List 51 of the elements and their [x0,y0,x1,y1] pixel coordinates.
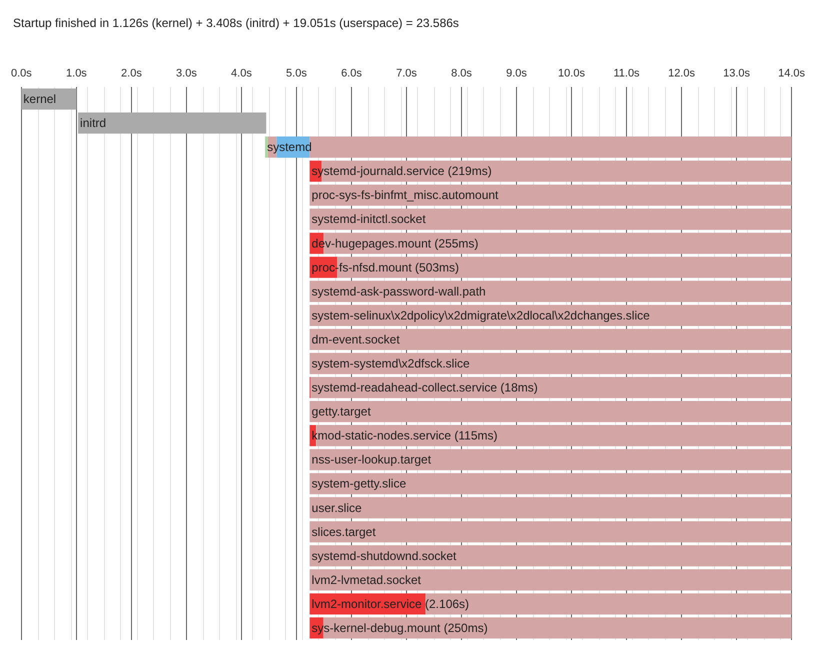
bar [310,497,792,518]
x-tick-label: 6.0s [341,68,362,80]
bar [310,376,792,398]
y-tick-label: system-systemd\x2dfsck.slice [312,356,470,370]
y-tick-label: dm-event.socket [312,332,400,346]
x-tick-label: 14.0s [778,68,806,80]
bar [265,136,268,158]
y-tick-label: lvm2-lvmetad.socket [312,572,422,587]
bar [310,352,792,374]
bar [310,473,792,494]
bar [78,112,266,134]
y-tick-label: lvm2-monitor.service (2.106s) [312,596,470,611]
y-tick-label: nss-user-lookup.target [312,452,432,467]
bar [310,208,792,230]
y-tick-label: systemd-readahead-collect.service (18ms) [312,380,538,395]
y-tick-label: system-getty.slice [312,476,406,491]
bar [310,569,792,590]
bar [310,136,792,158]
y-tick-label: system-selinux\x2dpolicy\x2dmigrate\x2dlocal\x2dchanges.slice [312,308,650,322]
bar [426,593,792,615]
y-tick-label: kernel [23,92,56,106]
y-tick-label: user.slice [312,500,362,515]
x-tick-label: 13.0s [723,68,750,80]
y-tick-label: slices.target [312,524,376,539]
bar [310,280,792,302]
x-tick-label: 9.0s [506,68,528,80]
x-tick-label: 4.0s [231,68,252,80]
chart-title: Startup finished in 1.126s (kernel) + 3.408s (initrd) + 19.051s (userspace) = 23.586s [13,16,459,30]
y-tick-label: proc-sys-fs-binfmt_misc.automount [312,188,500,202]
x-tick-label: 5.0s [286,68,308,80]
x-tick-label: 11.0s [613,68,640,80]
bar [310,328,792,350]
x-tick-label: 8.0s [451,68,472,80]
x-tick-label: 0.0s [10,68,32,80]
y-tick-label: systemd-ask-password-wall.path [312,284,486,298]
x-tick-label: 12.0s [668,68,696,80]
y-tick-label: systemd [267,140,312,154]
x-tick-label: 10.0s [558,68,586,80]
bar [310,184,792,206]
y-tick-label: systemd-shutdownd.socket [312,548,458,563]
y-tick-label: initrd [80,116,106,130]
y-tick-label: getty.target [312,404,372,419]
bar [310,545,792,566]
bar [310,449,792,470]
bar [310,521,792,542]
x-tick-label: 1.0s [66,68,88,80]
x-tick-label: 7.0s [396,68,418,80]
y-tick-label: systemd-initctl.socket [312,212,426,226]
x-tick-label: 3.0s [176,68,198,80]
bar [310,401,792,422]
x-tick-label: 2.0s [121,68,142,80]
